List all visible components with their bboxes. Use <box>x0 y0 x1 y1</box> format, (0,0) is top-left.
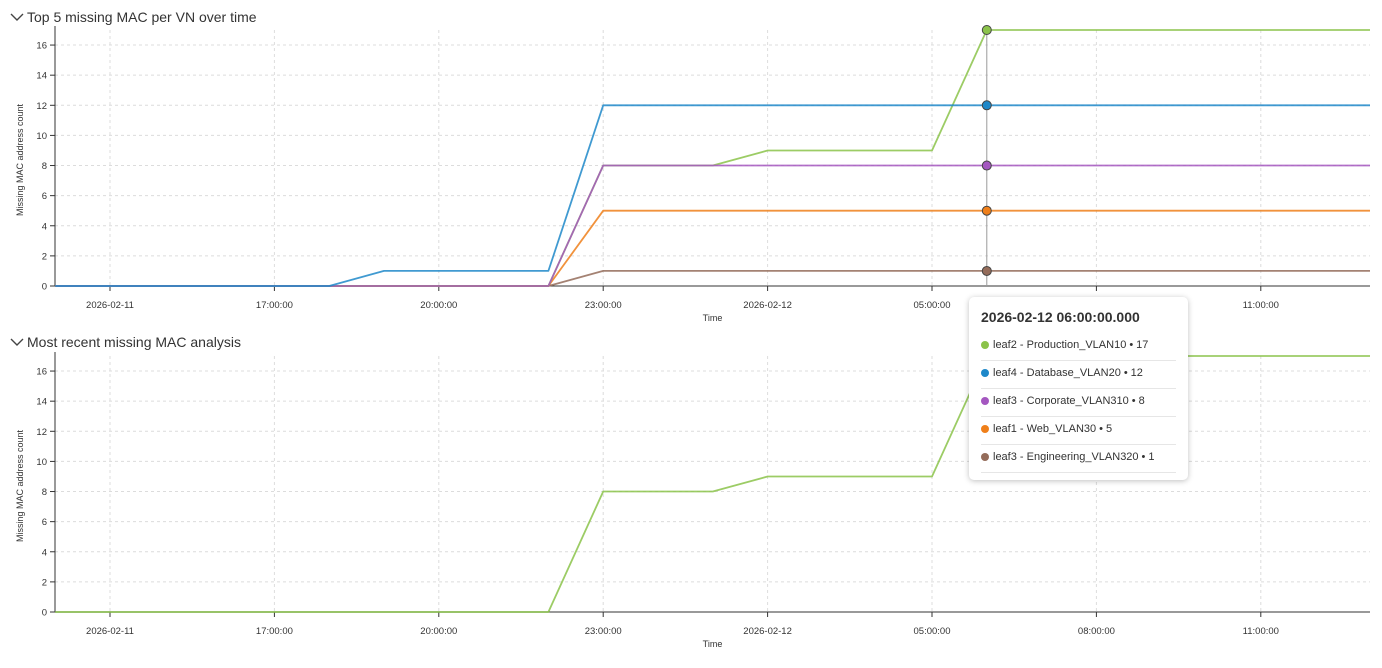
tooltip-row: leaf3 - Engineering_VLAN320 • 1 <box>981 445 1176 473</box>
grid <box>55 30 1370 286</box>
series-color-dot <box>981 369 989 377</box>
tooltip-series-value: 12 <box>1130 367 1143 379</box>
panel-title: Top 5 missing MAC per VN over time <box>27 9 257 25</box>
panel-title: Most recent missing MAC analysis <box>27 334 241 350</box>
y-tick-label: 6 <box>42 191 47 202</box>
y-tick-label: 10 <box>36 457 47 468</box>
series-color-dot <box>981 397 989 405</box>
tooltip-series-label: leaf3 - Corporate_VLAN310 <box>993 395 1129 407</box>
x-tick-label: 2026-02-11 <box>86 300 134 311</box>
tooltip-series-value: 17 <box>1136 339 1149 351</box>
x-tick-label: 23:00:00 <box>585 626 622 637</box>
tooltip-series-label: leaf4 - Database_VLAN20 <box>993 367 1121 379</box>
series-color-dot <box>981 425 989 433</box>
tooltip-series-label: leaf1 - Web_VLAN30 <box>993 423 1097 435</box>
tooltip-title: 2026-02-12 06:00:00.000 <box>981 309 1140 325</box>
x-tick-label: 17:00:00 <box>256 300 293 311</box>
x-tick-label: 08:00:00 <box>1078 626 1115 637</box>
bullet-separator: • <box>1141 451 1146 463</box>
hover-marker <box>981 205 992 216</box>
y-tick-label: 6 <box>42 517 47 528</box>
hover-marker <box>981 100 992 111</box>
series-color-dot <box>981 453 989 461</box>
y-axis-title: Missing MAC address count <box>15 103 25 216</box>
bullet-separator: • <box>1129 339 1134 351</box>
y-tick-label: 16 <box>36 41 47 52</box>
y-tick-label: 0 <box>42 608 47 619</box>
series-color-dot <box>981 341 989 349</box>
top5-missing-mac-chart[interactable]: 0 2 4 6 8 10 12 14 16 2026-02-11 17:00:00 20:00:00 2… <box>0 25 1382 326</box>
tooltip-series-label: leaf3 - Engineering_VLAN320 <box>993 451 1139 463</box>
x-tick-label: 2026-02-12 <box>743 300 792 311</box>
x-tick-label: 17:00:00 <box>256 626 293 637</box>
y-tick-label: 14 <box>36 397 47 408</box>
y-tick-label: 2 <box>42 251 47 262</box>
x-tick-label: 11:00:00 <box>1243 626 1279 637</box>
x-tick-label: 05:00:00 <box>914 300 951 311</box>
y-tick-label: 4 <box>42 221 47 232</box>
chart-tooltip: 2026-02-12 06:00:00.000 leaf2 - Producti… <box>969 297 1188 480</box>
x-tick-label: 11:00:00 <box>1243 300 1279 311</box>
x-tick-label: 2026-02-11 <box>86 626 134 637</box>
x-tick-label: 2026-02-12 <box>743 626 792 637</box>
y-tick-label: 10 <box>36 131 47 142</box>
y-tick-label: 0 <box>42 282 47 293</box>
tooltip-row: leaf2 - Production_VLAN10 • 17 <box>981 333 1176 361</box>
panel-header-top5: Top 5 missing MAC per VN over time <box>0 6 257 28</box>
tooltip-series-label: leaf2 - Production_VLAN10 <box>993 339 1127 351</box>
hover-marker <box>981 25 992 35</box>
panel-header-recent: Most recent missing MAC analysis <box>0 331 241 353</box>
y-tick-label: 12 <box>36 101 47 112</box>
y-axis-title: Missing MAC address count <box>15 429 25 542</box>
tooltip-row: leaf3 - Corporate_VLAN310 • 8 <box>981 389 1176 417</box>
x-axis-title: Time <box>703 313 723 323</box>
y-tick-label: 4 <box>42 547 47 558</box>
x-tick-label: 20:00:00 <box>420 300 457 311</box>
bullet-separator: • <box>1131 395 1136 407</box>
y-tick-label: 8 <box>42 161 47 172</box>
series-line[interactable] <box>55 29 1382 287</box>
bullet-separator: • <box>1099 423 1103 435</box>
series-line[interactable] <box>55 209 1382 287</box>
tooltip-row: leaf4 - Database_VLAN20 • 12 <box>981 361 1176 389</box>
x-tick-label: 05:00:00 <box>914 626 951 637</box>
y-tick-label: 16 <box>36 367 47 378</box>
y-tick-label: 2 <box>42 577 47 588</box>
series-line[interactable] <box>55 270 1382 287</box>
x-tick-label: 23:00:00 <box>585 300 622 311</box>
chevron-down-icon[interactable] <box>0 332 26 352</box>
x-tick-label: 20:00:00 <box>420 626 457 637</box>
x-axis-title: Time <box>703 639 723 649</box>
y-tick-label: 12 <box>36 427 47 438</box>
bullet-separator: • <box>1123 367 1128 379</box>
grid <box>55 356 1370 612</box>
series-line[interactable] <box>55 104 1382 287</box>
tooltip-series-value: 8 <box>1138 395 1145 407</box>
tooltip-series-value: 1 <box>1148 451 1155 463</box>
chevron-down-icon[interactable] <box>0 7 26 27</box>
hover-marker <box>981 265 992 276</box>
hover-marker <box>981 160 992 171</box>
y-tick-label: 8 <box>42 487 47 498</box>
tooltip-row: leaf1 - Web_VLAN30 • 5 <box>981 417 1176 445</box>
series-group <box>55 29 1382 287</box>
y-tick-label: 14 <box>36 71 47 82</box>
tooltip-series-value: 5 <box>1106 423 1113 435</box>
